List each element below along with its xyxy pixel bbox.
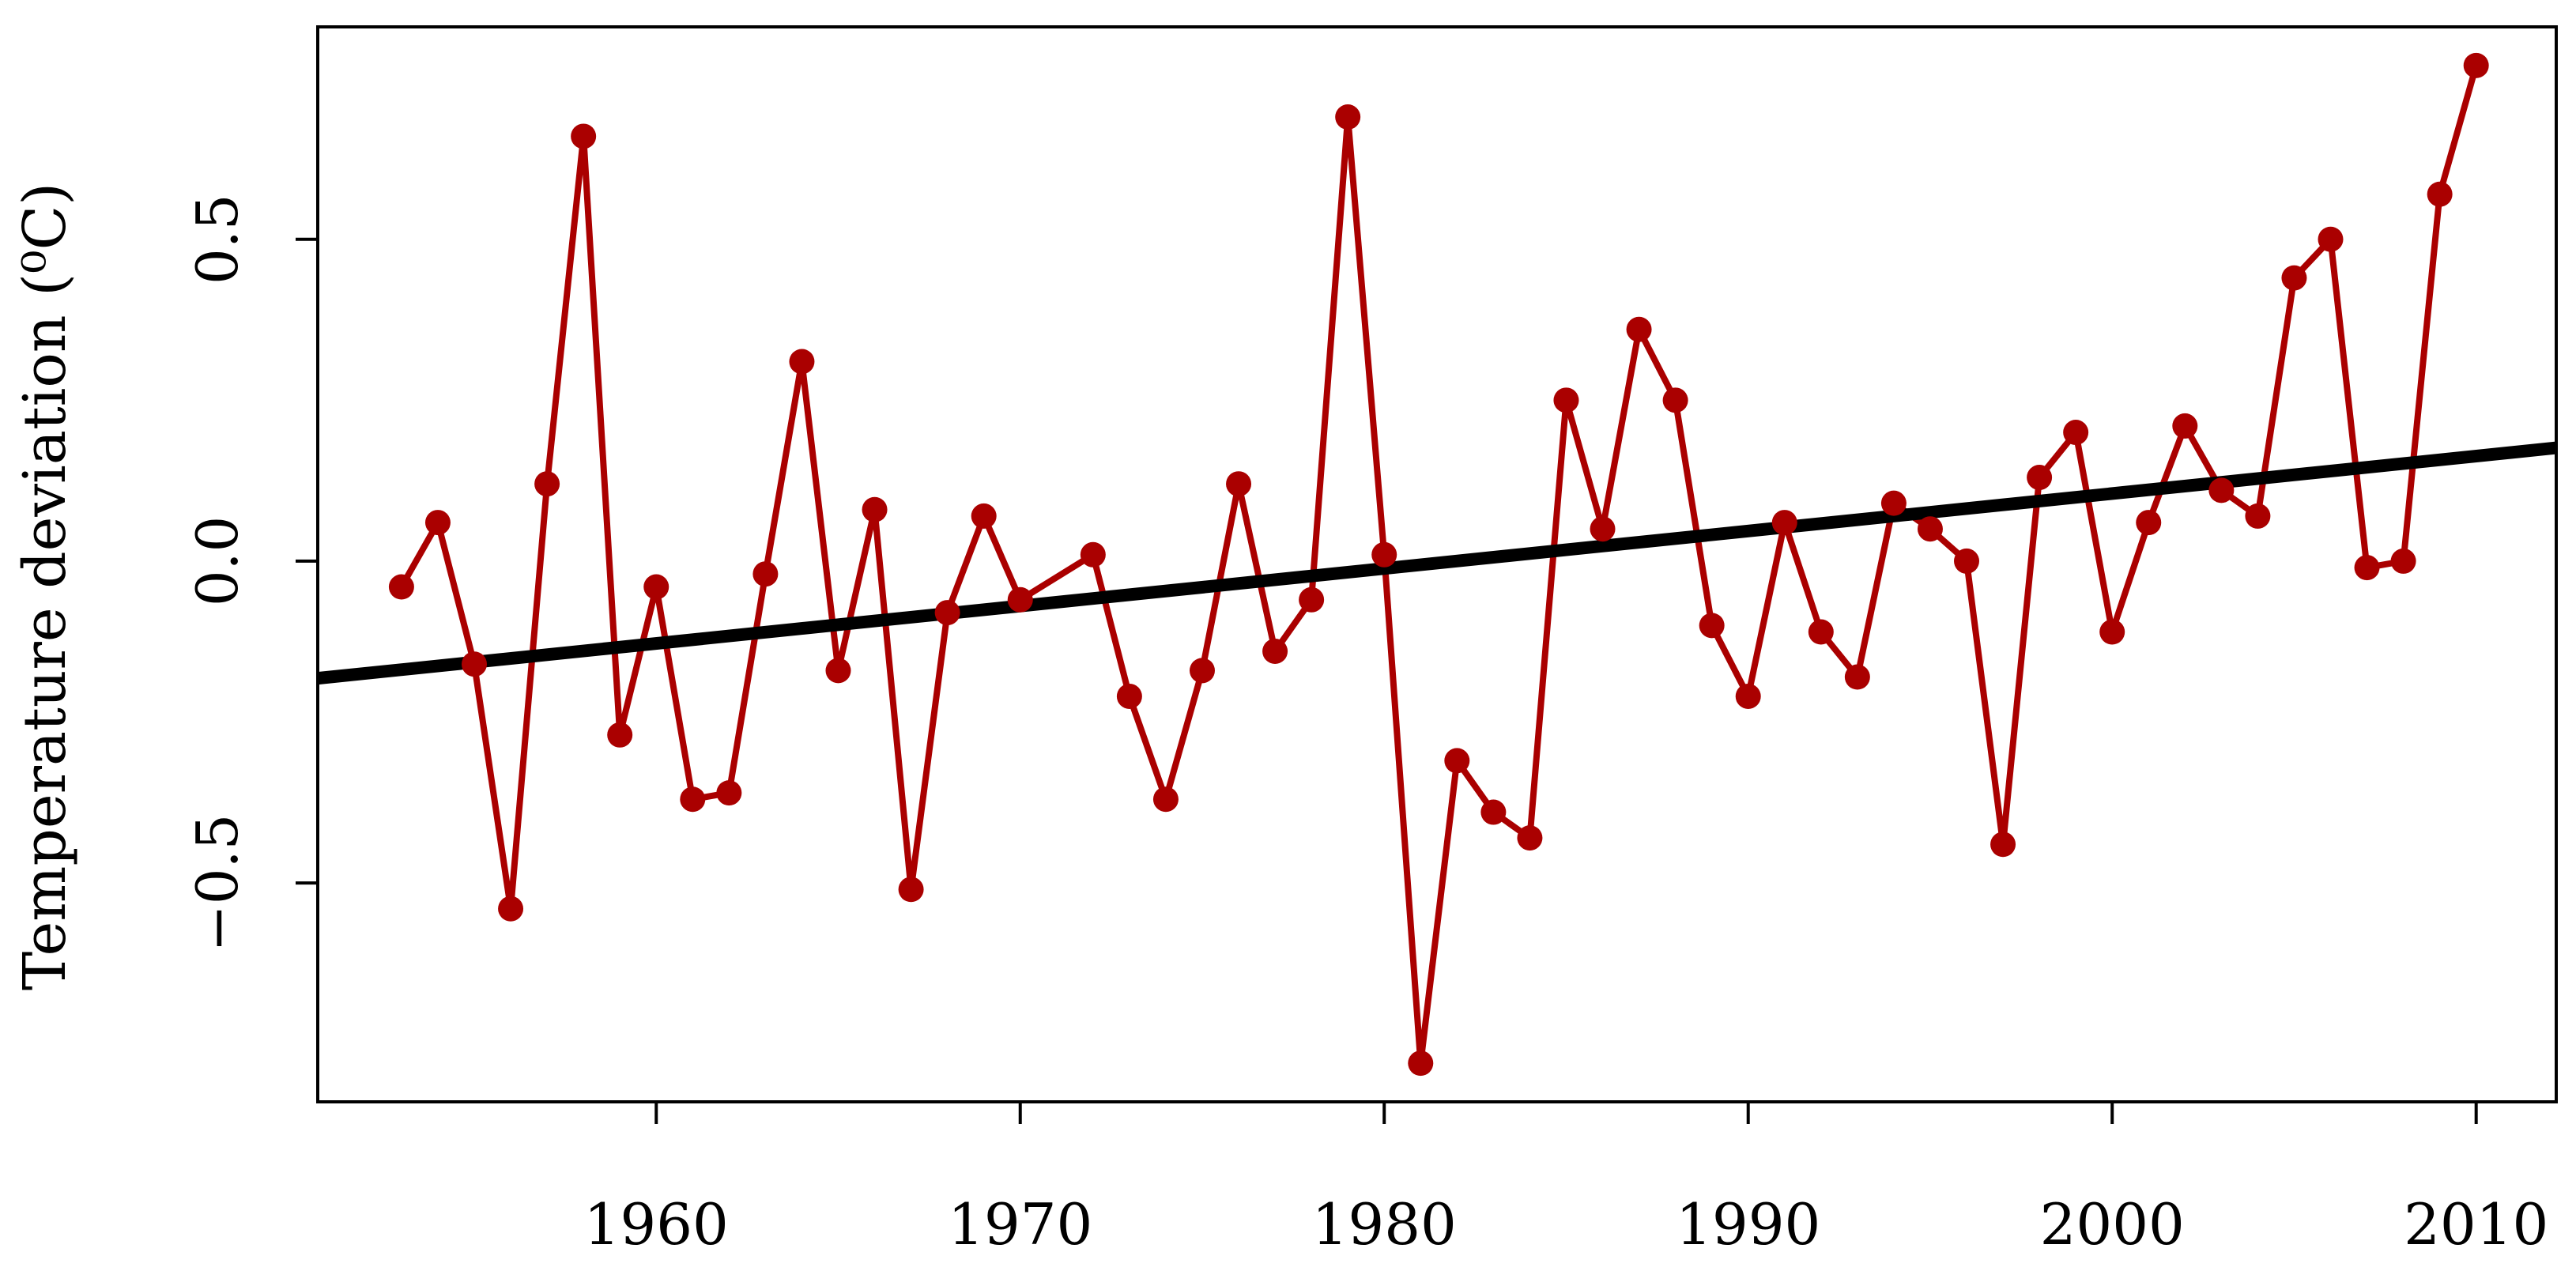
data-point <box>971 503 997 529</box>
y-axis: −0.5 0.0 0.5 <box>184 194 318 952</box>
x-tick-label: 1980 <box>1312 1191 1457 1258</box>
data-point <box>1917 516 1943 542</box>
data-point <box>1517 825 1543 851</box>
data-point <box>2099 619 2125 645</box>
data-point <box>2318 226 2344 252</box>
data-point <box>1007 586 1033 613</box>
data-point <box>1553 387 1579 413</box>
data-point <box>789 349 815 375</box>
data-point <box>1808 619 1834 645</box>
data-point <box>2463 52 2489 78</box>
data-point <box>2354 555 2380 581</box>
data-point <box>898 877 924 903</box>
data-point <box>680 786 706 813</box>
data-point <box>571 123 597 149</box>
data-point <box>2208 477 2235 503</box>
data-point <box>462 651 488 677</box>
x-tick-label: 1990 <box>1676 1191 1820 1258</box>
data-point <box>1480 799 1507 825</box>
data-point <box>2136 510 2162 536</box>
y-tick-label: 0.5 <box>184 194 251 285</box>
x-tick-label: 2000 <box>2040 1191 2185 1258</box>
data-point <box>1662 387 1688 413</box>
data-point <box>1189 658 1215 684</box>
data-point <box>1335 104 1361 130</box>
data-point <box>1116 683 1142 709</box>
series-layer <box>317 52 2557 1077</box>
data-point <box>2390 548 2416 574</box>
data-point <box>1299 586 1325 613</box>
data-point <box>825 658 851 684</box>
y-tick-label: 0.0 <box>184 516 251 607</box>
trend-line <box>317 441 2557 685</box>
data-point <box>934 600 960 626</box>
data-point <box>1152 786 1179 813</box>
data-point <box>1371 541 1397 568</box>
data-point <box>2427 181 2453 207</box>
data-point <box>607 722 633 748</box>
data-point <box>1844 664 1870 690</box>
data-point <box>716 780 742 806</box>
x-tick-label: 1970 <box>948 1191 1092 1258</box>
data-point <box>752 561 779 587</box>
x-axis: 1960 1970 1980 1990 2000 2010 <box>584 1102 2548 1258</box>
data-point <box>498 896 524 922</box>
data-point <box>2027 465 2053 491</box>
y-tick-label: −0.5 <box>184 814 251 952</box>
data-point <box>1735 683 1761 709</box>
data-point <box>1954 548 1980 574</box>
data-point <box>1590 516 1616 542</box>
data-point <box>1880 490 1907 516</box>
data-point <box>1626 316 1652 342</box>
data-point <box>862 496 888 522</box>
x-tick-label: 1960 <box>584 1191 729 1258</box>
data-point <box>534 471 560 497</box>
data-point <box>388 574 414 600</box>
data-point <box>643 574 669 600</box>
y-axis-title: Temperature deviation (⁰C) <box>11 183 79 990</box>
data-point <box>1771 510 1797 536</box>
data-point <box>1080 541 1106 568</box>
data-point <box>2172 413 2198 439</box>
data-point <box>2063 420 2089 446</box>
x-tick-label: 2010 <box>2404 1191 2548 1258</box>
plot-frame <box>316 25 2558 1103</box>
data-point <box>424 510 451 536</box>
data-point <box>1226 471 1252 497</box>
data-point <box>1699 613 1725 639</box>
data-point <box>1990 832 2016 858</box>
data-point <box>1408 1050 1434 1077</box>
data-point <box>1262 638 1288 664</box>
data-point <box>2245 503 2271 529</box>
data-point <box>1444 748 1470 774</box>
data-point <box>2281 265 2307 291</box>
